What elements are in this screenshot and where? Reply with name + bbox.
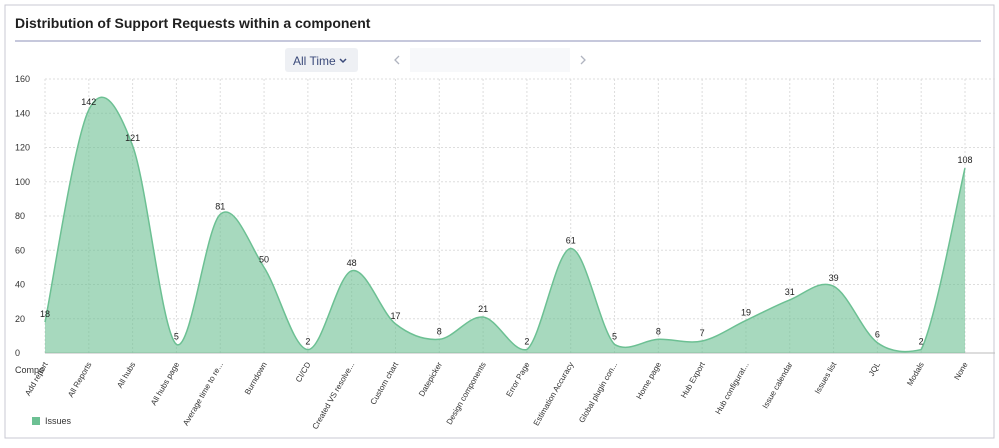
data-label: 81 [215, 201, 225, 211]
data-label: 8 [656, 326, 661, 336]
data-label: 50 [259, 254, 269, 264]
y-tick-label: 20 [15, 314, 25, 324]
y-tick-label: 160 [15, 74, 30, 84]
next-button[interactable] [580, 55, 586, 65]
data-label: 5 [174, 331, 179, 341]
chart-title: Distribution of Support Requests within … [15, 15, 371, 31]
y-tick-label: 40 [15, 280, 25, 290]
y-tick-label: 120 [15, 143, 30, 153]
y-tick-label: 80 [15, 211, 25, 221]
range-box [410, 48, 570, 72]
data-label: 2 [524, 337, 529, 347]
data-label: 108 [957, 155, 972, 165]
area-line [44, 96, 966, 353]
data-label: 2 [919, 337, 924, 347]
data-label: 21 [478, 304, 488, 314]
legend-swatch [32, 417, 40, 425]
legend-label: Issues [45, 416, 72, 426]
y-tick-label: 100 [15, 177, 30, 187]
card-border [4, 4, 995, 439]
y-tick-label: 0 [15, 348, 20, 358]
data-label: 7 [700, 328, 705, 338]
data-label: 8 [437, 326, 442, 336]
data-label: 18 [40, 309, 50, 319]
data-label: 17 [390, 311, 400, 321]
data-label: 48 [347, 258, 357, 268]
data-label: 39 [829, 273, 839, 283]
dropdown-caret [339, 58, 347, 64]
data-label: 61 [566, 236, 576, 246]
time-filter-dropdown[interactable] [285, 48, 358, 72]
time-filter-label: All Time [293, 54, 336, 68]
y-tick-label: 140 [15, 108, 30, 118]
data-label: 5 [612, 331, 617, 341]
area [45, 97, 965, 354]
data-label: 6 [875, 330, 880, 340]
y-tick-label: 60 [15, 245, 25, 255]
data-label: 142 [81, 97, 96, 107]
data-label: 121 [125, 133, 140, 143]
x-axis-title: Compo [15, 365, 44, 375]
data-label: 31 [785, 287, 795, 297]
data-label: 19 [741, 307, 751, 317]
data-label: 2 [305, 337, 310, 347]
previous-button[interactable] [394, 55, 400, 65]
